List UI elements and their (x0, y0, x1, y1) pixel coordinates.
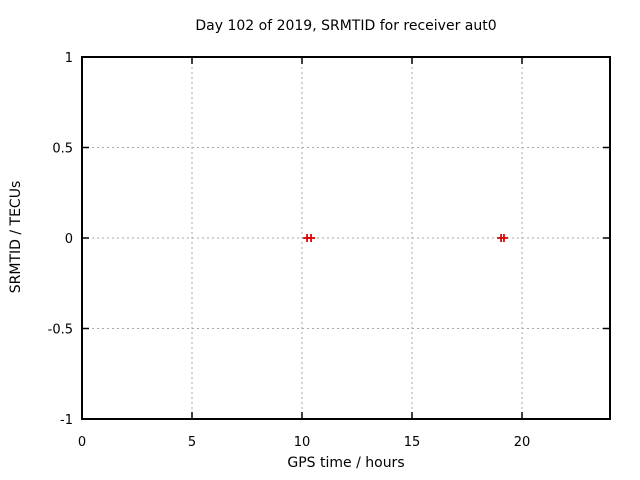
x-tick-label: 20 (514, 435, 531, 450)
y-tick-label: 0.5 (52, 142, 73, 157)
y-tick-label: -0.5 (48, 323, 73, 338)
x-tick-label: 0 (78, 435, 86, 450)
y-tick-label: 1 (65, 51, 73, 66)
x-tick-label: 15 (404, 435, 421, 450)
x-tick-label: 10 (294, 435, 311, 450)
y-tick-label: -1 (60, 413, 73, 428)
x-tick-label: 5 (188, 435, 196, 450)
y-tick-label: 0 (65, 232, 73, 247)
chart-title: Day 102 of 2019, SRMTID for receiver aut… (195, 18, 497, 34)
x-axis-label: GPS time / hours (287, 455, 405, 471)
plot-border (81, 56, 611, 420)
